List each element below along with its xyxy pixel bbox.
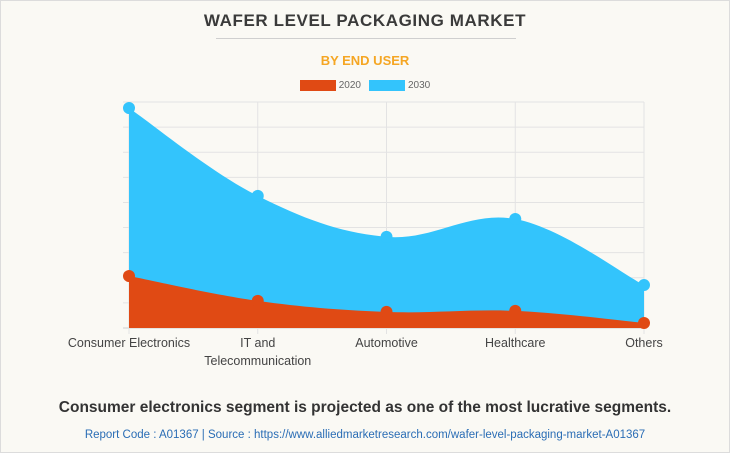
chart-title: WAFER LEVEL PACKAGING MARKET xyxy=(203,11,527,30)
x-tick-label: IT and xyxy=(240,336,275,350)
point-2020-0 xyxy=(123,270,135,283)
chart-caption: Consumer electronics segment is projecte… xyxy=(58,399,672,416)
point-2020-4 xyxy=(638,316,650,329)
area-2030 xyxy=(129,108,644,328)
point-2030-0 xyxy=(123,102,135,115)
legend-swatch-2020 xyxy=(299,80,336,91)
point-2020-2 xyxy=(380,305,393,318)
x-tick-label: Automotive xyxy=(355,336,418,350)
point-2020-3 xyxy=(509,304,522,317)
point-2030-3 xyxy=(509,213,522,226)
title-divider xyxy=(216,38,516,39)
point-2020-1 xyxy=(251,294,264,307)
point-2030-4 xyxy=(638,279,650,292)
legend: 2020 2030 xyxy=(1,80,729,91)
x-tick-label: Healthcare xyxy=(485,336,545,350)
x-tick-label: Telecommunication xyxy=(204,354,311,368)
legend-swatch-2030 xyxy=(369,80,405,91)
x-tick-label: Others xyxy=(625,336,663,350)
source-link[interactable]: Report Code : A01367 | Source : https://… xyxy=(84,429,646,441)
legend-item-2030[interactable]: 2030 xyxy=(369,80,430,91)
chart-subtitle: BY END USER xyxy=(320,53,410,68)
legend-label-2030: 2030 xyxy=(408,80,431,91)
point-2030-2 xyxy=(380,230,393,243)
legend-item-2020[interactable]: 2020 xyxy=(299,80,361,91)
point-2030-1 xyxy=(251,189,264,202)
legend-label-2020: 2020 xyxy=(338,80,361,91)
x-tick-label: Consumer Electronics xyxy=(68,336,190,350)
